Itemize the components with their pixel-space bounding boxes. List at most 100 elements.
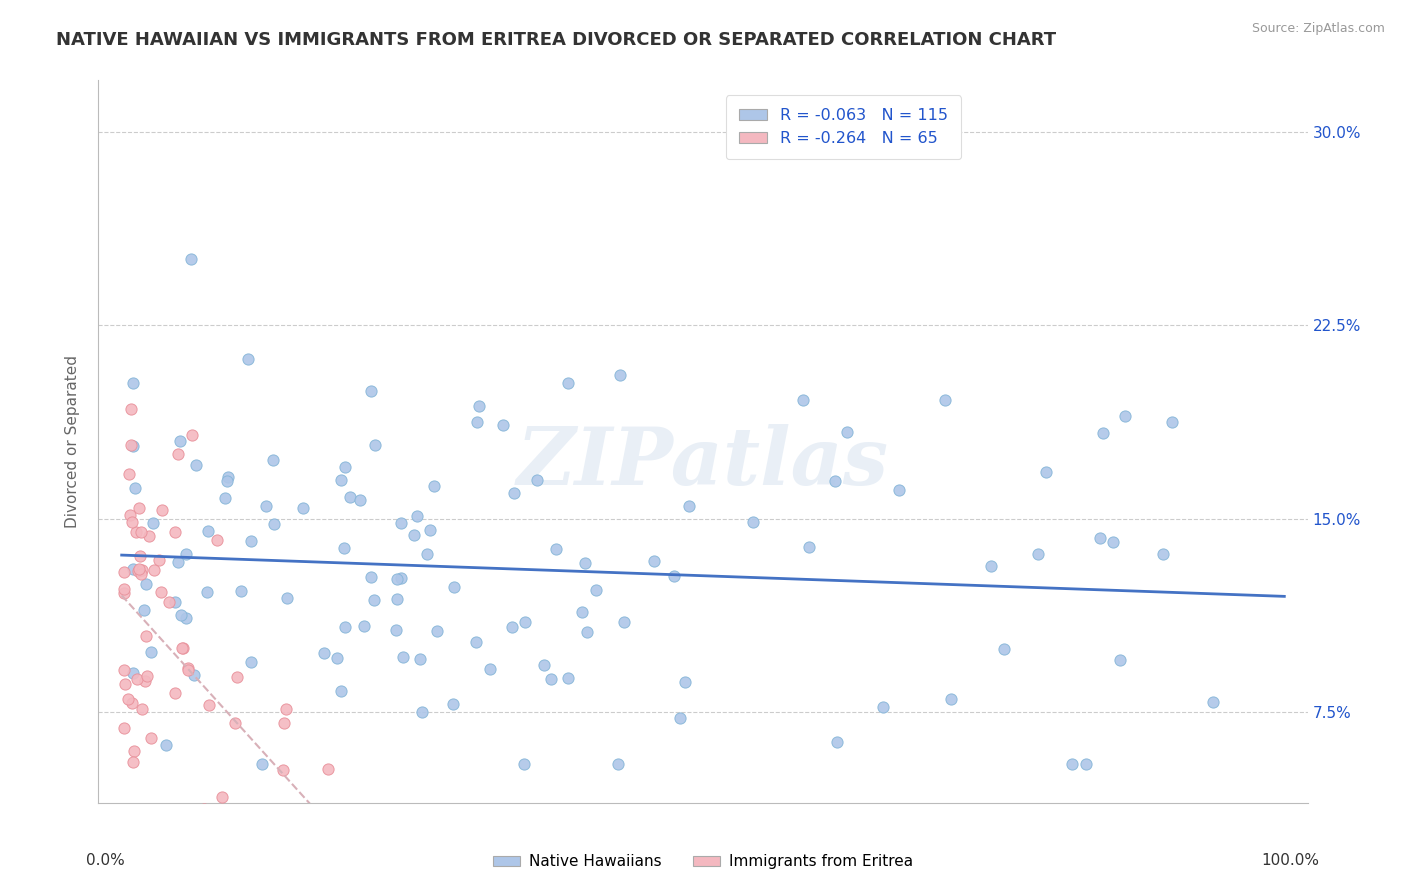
Point: [176, 547, 198, 561]
Point: [122, 744, 145, 758]
Point: [121, 696, 143, 710]
Point: [217, 470, 239, 484]
Point: [174, 610, 197, 624]
Point: [824, 474, 846, 488]
Point: [678, 500, 700, 514]
Point: [135, 577, 157, 591]
Point: [184, 822, 207, 836]
Point: [1090, 531, 1112, 545]
Text: NATIVE HAWAIIAN VS IMMIGRANTS FROM ERITREA DIVORCED OR SEPARATED CORRELATION CHA: NATIVE HAWAIIAN VS IMMIGRANTS FROM ERITR…: [56, 31, 1056, 49]
Point: [1092, 426, 1115, 441]
Point: [557, 376, 579, 391]
Point: [585, 583, 607, 598]
Point: [205, 533, 228, 547]
Point: [141, 731, 163, 745]
Point: [404, 528, 426, 542]
Text: 100.0%: 100.0%: [1261, 854, 1320, 869]
Point: [1152, 547, 1174, 561]
Point: [112, 586, 135, 600]
Point: [409, 652, 432, 666]
Point: [465, 635, 488, 649]
Point: [333, 541, 356, 555]
Point: [668, 711, 690, 725]
Point: [835, 425, 858, 439]
Point: [122, 438, 145, 452]
Text: Source: ZipAtlas.com: Source: ZipAtlas.com: [1251, 22, 1385, 36]
Point: [330, 473, 353, 487]
Point: [180, 428, 202, 442]
Point: [389, 570, 412, 584]
Point: [443, 581, 465, 595]
Point: [385, 572, 408, 586]
Point: [172, 641, 194, 656]
Point: [165, 524, 187, 539]
Point: [224, 715, 246, 730]
Point: [360, 384, 382, 398]
Point: [242, 822, 264, 836]
Point: [405, 508, 427, 523]
Point: [1161, 415, 1184, 429]
Point: [389, 516, 412, 531]
Point: [252, 757, 274, 772]
Point: [607, 757, 630, 772]
Point: [515, 615, 537, 629]
Point: [318, 822, 340, 836]
Point: [122, 562, 145, 576]
Point: [112, 721, 135, 735]
Point: [262, 453, 284, 467]
Point: [177, 661, 200, 675]
Point: [993, 642, 1015, 657]
Point: [1026, 547, 1049, 561]
Point: [120, 402, 142, 417]
Point: [122, 666, 145, 681]
Point: [503, 486, 526, 500]
Point: [121, 515, 143, 529]
Text: ZIPatlas: ZIPatlas: [517, 425, 889, 502]
Point: [797, 540, 820, 554]
Point: [214, 813, 236, 827]
Point: [157, 595, 180, 609]
Point: [416, 547, 439, 561]
Y-axis label: Divorced or Separated: Divorced or Separated: [65, 355, 80, 528]
Point: [226, 670, 249, 684]
Point: [122, 755, 145, 769]
Point: [271, 763, 294, 777]
Point: [240, 655, 263, 669]
Point: [169, 434, 191, 449]
Point: [939, 691, 962, 706]
Point: [934, 392, 956, 407]
Point: [131, 702, 153, 716]
Point: [276, 702, 298, 716]
Point: [314, 646, 336, 660]
Point: [195, 584, 218, 599]
Point: [540, 672, 562, 686]
Point: [363, 438, 385, 452]
Point: [349, 493, 371, 508]
Point: [120, 508, 142, 522]
Point: [117, 691, 139, 706]
Text: 0.0%: 0.0%: [86, 854, 125, 869]
Point: [426, 624, 449, 638]
Point: [571, 605, 593, 619]
Point: [254, 499, 277, 513]
Point: [825, 734, 848, 748]
Point: [513, 757, 536, 772]
Point: [125, 822, 148, 836]
Point: [132, 603, 155, 617]
Point: [264, 822, 287, 836]
Point: [741, 516, 763, 530]
Point: [501, 620, 523, 634]
Point: [308, 822, 330, 836]
Point: [792, 392, 814, 407]
Point: [353, 619, 375, 633]
Point: [1108, 653, 1130, 667]
Point: [392, 650, 415, 665]
Point: [1035, 465, 1057, 479]
Point: [117, 467, 139, 482]
Point: [169, 607, 191, 622]
Point: [273, 716, 295, 731]
Point: [155, 738, 177, 752]
Point: [197, 524, 219, 539]
Point: [468, 399, 491, 413]
Point: [112, 663, 135, 677]
